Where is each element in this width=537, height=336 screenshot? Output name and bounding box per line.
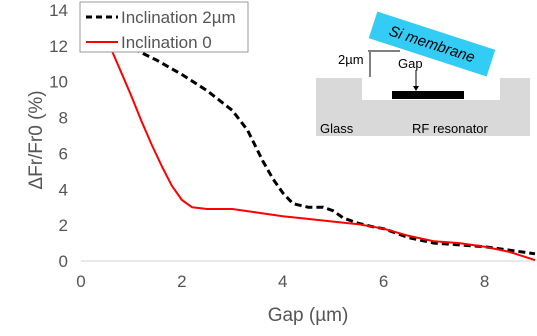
series-line-1 — [111, 44, 536, 256]
x-tick-label: 4 — [278, 272, 287, 291]
legend-box — [79, 1, 249, 53]
inset-schematic: Si membrane 2µm Gap Glass RF resonator — [316, 11, 530, 136]
y-tick-label: 4 — [59, 180, 68, 199]
gap-label: Gap — [398, 56, 423, 71]
x-tick-label: 0 — [76, 272, 85, 291]
rf-resonator-label: RF resonator — [412, 121, 489, 136]
y-tick-label: 14 — [49, 1, 68, 20]
series-line-2 — [110, 49, 536, 262]
y-tick-label: 12 — [49, 37, 68, 56]
x-tick-label: 6 — [379, 272, 388, 291]
y-axis-label: ΔFr/Fr0 (%) — [26, 90, 47, 189]
gap-arrow-head — [413, 86, 419, 91]
rf-resonator-electrode — [392, 91, 464, 99]
y-tick-label: 0 — [59, 252, 68, 271]
legend: Inclination 2µm Inclination 0 — [79, 1, 249, 53]
x-tick-label: 2 — [177, 272, 186, 291]
si-membrane-group: Si membrane — [368, 11, 496, 77]
tick-labels: 0 2 4 6 8 10 12 14 0 2 4 6 8 — [49, 1, 489, 291]
y-tick-label: 6 — [59, 144, 68, 163]
x-axis-label: Gap (µm) — [268, 305, 349, 326]
series-lines — [110, 44, 536, 262]
glass-label: Glass — [320, 121, 354, 136]
legend-label-series-1: Inclination 2µm — [121, 8, 236, 27]
y-tick-label: 8 — [59, 109, 68, 128]
y-tick-label: 2 — [59, 216, 68, 235]
inclination-label: 2µm — [338, 52, 364, 67]
x-tick-label: 8 — [480, 272, 489, 291]
y-tick-label: 10 — [49, 73, 68, 92]
si-membrane — [368, 11, 496, 77]
legend-label-series-2: Inclination 0 — [121, 33, 212, 52]
